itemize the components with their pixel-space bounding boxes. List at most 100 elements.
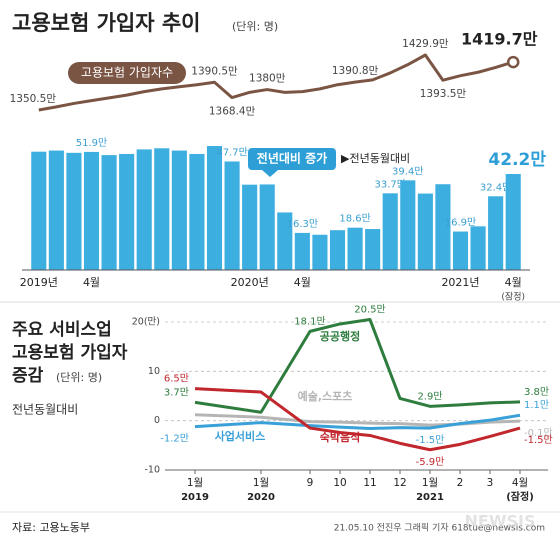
line — [38, 53, 514, 112]
bar — [189, 153, 205, 270]
line-value-label: -1.2만 — [160, 433, 189, 445]
x-sublabel: 2019 — [181, 492, 209, 503]
bar — [119, 153, 135, 270]
bar — [329, 230, 346, 270]
bar — [259, 184, 275, 270]
x-sublabel: 2020 — [247, 492, 275, 503]
series-label: 공공행정 — [320, 329, 360, 343]
bar — [435, 184, 451, 270]
x-sublabel: 2021 — [416, 492, 444, 503]
bar — [505, 173, 521, 270]
bar-value-label: 51.9만 — [76, 137, 107, 149]
line-value-label: 1429.9만 — [402, 38, 449, 50]
x-tick-label: 2020년 — [231, 276, 269, 289]
line — [194, 413, 521, 431]
x-tick-label: 4월 — [294, 276, 311, 289]
line-value-label: 1.1만 — [524, 399, 549, 411]
bar — [154, 148, 170, 270]
x-tick-label: 12 — [393, 477, 406, 489]
line-value-label: 20.5만 — [354, 304, 385, 316]
bar — [136, 149, 152, 270]
series-label: 사업서비스 — [215, 429, 266, 443]
bar-legend: 전년대비 증가 — [257, 151, 327, 166]
line-value-label: -0.1만 — [524, 427, 553, 439]
bar-value-label: 16.9만 — [445, 217, 476, 229]
watermark: NEWSIS — [465, 512, 536, 531]
bar-value-label: 39.4만 — [392, 165, 423, 177]
y-tick-label: -10 — [144, 465, 160, 476]
bar — [277, 212, 293, 270]
bar — [224, 161, 240, 270]
line-value-label: 1390.5만 — [191, 65, 238, 77]
source: 자료: 고용노동부 — [12, 521, 90, 534]
series-label: 숙박음식 — [320, 430, 360, 444]
end-point — [506, 55, 520, 69]
unit: (단위: 명) — [232, 20, 278, 33]
page-title: 고용보험 가입자 추이 — [12, 11, 201, 35]
line-legend: 고용보험 가입자수 — [81, 66, 173, 80]
x-tick-label: 11 — [363, 477, 376, 489]
bar — [347, 227, 363, 270]
x-tick-label: 4월 — [512, 477, 528, 489]
x-tick-label: 4월 — [83, 276, 100, 289]
series-label: 예술,스포츠 — [298, 389, 353, 403]
line-value-label: 3.8만 — [524, 386, 549, 398]
x-sublabel: (잠정) — [506, 490, 534, 503]
bar — [417, 193, 433, 270]
y-tick-label: 0 — [154, 415, 160, 426]
line-value-label: 1419.7만 — [461, 30, 538, 49]
x-tick-label: 2 — [457, 477, 464, 489]
line-value-label: 1368.4만 — [209, 106, 256, 118]
line-value-label: 1390.8만 — [332, 65, 379, 77]
credit: 21.05.10 전진우 그래픽 기자 618tue@newsis.com — [334, 523, 545, 534]
x-tick-label: 4월 — [505, 276, 522, 289]
y-tick-label: 10 — [148, 366, 160, 377]
line-value-label: 1350.5만 — [10, 93, 57, 105]
bar — [382, 193, 398, 270]
line-badge — [68, 62, 186, 84]
chart-title-line: 고용보험 가입자 — [12, 342, 128, 363]
x-tick-label: 3 — [487, 477, 494, 489]
bar-value-label: 42.2만 — [488, 150, 546, 170]
chart-subtitle: (단위: 명) — [56, 371, 102, 384]
x-tick-label: 1월 — [187, 477, 203, 489]
bar-badge — [248, 148, 336, 170]
bar — [365, 229, 381, 270]
chart-note: 전년동월대비 — [12, 403, 78, 417]
line-value-label: 6.5만 — [164, 373, 189, 385]
x-note: (잠정) — [501, 292, 525, 303]
bar — [488, 196, 504, 270]
bar — [400, 180, 416, 270]
bar — [66, 152, 82, 270]
line — [194, 318, 521, 414]
x-tick-label: 10 — [333, 477, 346, 489]
x-tick-label: 2021년 — [441, 276, 479, 289]
line-value-label: -1.5만 — [524, 434, 553, 446]
bar — [48, 150, 64, 270]
bar-value-label: 18.6만 — [339, 213, 370, 225]
bar — [206, 146, 223, 270]
bar — [470, 226, 486, 270]
line-value-label: 18.1만 — [294, 315, 325, 327]
bar — [101, 155, 117, 270]
bar-badge-pointer — [262, 170, 278, 177]
bar — [83, 151, 100, 270]
x-tick-label: 9 — [307, 477, 314, 489]
line-value-label: -5.9만 — [416, 456, 445, 468]
line-value-label: 2.9만 — [417, 390, 442, 402]
bar — [31, 151, 47, 270]
bar — [171, 150, 187, 270]
line — [194, 387, 521, 452]
chart-title-line: 증감 — [12, 366, 44, 386]
x-tick-label: 1월 — [253, 477, 269, 489]
line-value-label: 3.7만 — [164, 386, 189, 398]
bar — [242, 184, 258, 270]
x-tick-label: 1월 — [422, 477, 438, 489]
line-value-label: -1.5만 — [416, 434, 445, 446]
bar-value-label: 16.3만 — [287, 218, 318, 230]
x-tick-label: 2019년 — [20, 276, 58, 289]
bar-value-label: 32.4만 — [480, 181, 511, 193]
chart-title-line: 주요 서비스업 — [12, 320, 112, 340]
bar-value-label: 47.7만 — [216, 146, 247, 158]
